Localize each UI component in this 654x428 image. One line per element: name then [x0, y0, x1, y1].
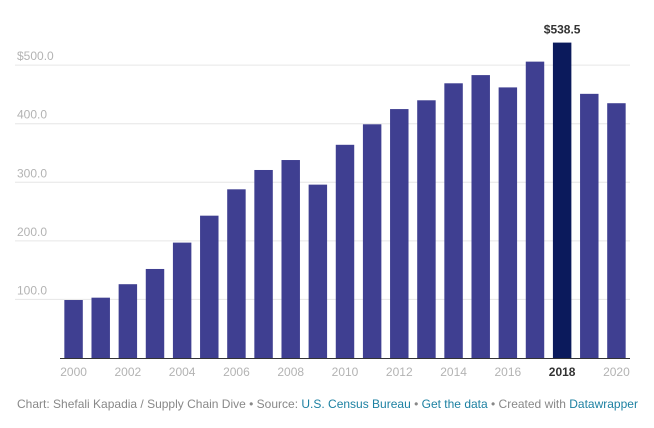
- bar-2020: [607, 103, 626, 358]
- bar-2010: [335, 144, 355, 358]
- bar-2019: [580, 93, 599, 358]
- bar-2007: [254, 169, 273, 358]
- bar-2001: [91, 297, 110, 358]
- bar-2009: [308, 184, 328, 358]
- highlight-value-label: $538.5: [544, 23, 581, 37]
- x-tick-label: 2006: [223, 365, 250, 379]
- y-axis-tick-labels: 100.0 200.0 300.0 400.0 $500.0: [17, 49, 54, 297]
- bar-2014: [444, 83, 463, 359]
- y-tick-label: $500.0: [17, 49, 54, 63]
- footer-created-with: • Created with: [487, 397, 570, 411]
- x-tick-label: 2004: [169, 365, 196, 379]
- footer-credit: Chart: Shefali Kapadia / Supply Chain Di…: [17, 397, 302, 411]
- bar-2017: [525, 61, 545, 358]
- bar-2002: [118, 284, 138, 358]
- x-tick-label: 2002: [115, 365, 142, 379]
- x-tick-label: 2014: [440, 365, 467, 379]
- get-data-link[interactable]: Get the data: [421, 397, 488, 411]
- x-tick-label: 2008: [277, 365, 304, 379]
- x-tick-label: 2010: [332, 365, 359, 379]
- datawrapper-link[interactable]: Datawrapper: [569, 397, 638, 411]
- x-tick-label: 2012: [386, 365, 413, 379]
- bar-2016: [498, 87, 518, 359]
- y-tick-label: 400.0: [17, 108, 47, 122]
- x-tick-label: 2016: [495, 365, 522, 379]
- footer-separator: •: [410, 397, 422, 411]
- y-tick-label: 100.0: [17, 283, 47, 297]
- bar-2015: [471, 75, 490, 358]
- chart-footer: Chart: Shefali Kapadia / Supply Chain Di…: [17, 397, 638, 411]
- x-tick-label: 2000: [60, 365, 87, 379]
- bar-2005: [200, 215, 219, 358]
- bar-2012: [390, 109, 409, 358]
- source-link[interactable]: U.S. Census Bureau: [301, 397, 411, 411]
- bar-2008: [281, 160, 300, 358]
- bar-2006: [227, 189, 246, 358]
- y-tick-label: 300.0: [17, 166, 47, 180]
- x-axis-tick-labels: 2000 2002 2004 2006 2008 2010 2012 2014 2016 2018…: [60, 365, 630, 379]
- bar-2004: [172, 242, 192, 358]
- bar-2011: [362, 124, 382, 358]
- y-tick-label: 200.0: [17, 225, 47, 239]
- bar-2013: [417, 100, 436, 359]
- bar-2018: [552, 42, 572, 358]
- x-tick-label: 2018: [549, 365, 576, 379]
- bar-2003: [145, 268, 165, 358]
- bars: [64, 42, 626, 359]
- bar-2000: [64, 300, 83, 358]
- x-tick-label: 2020: [603, 365, 630, 379]
